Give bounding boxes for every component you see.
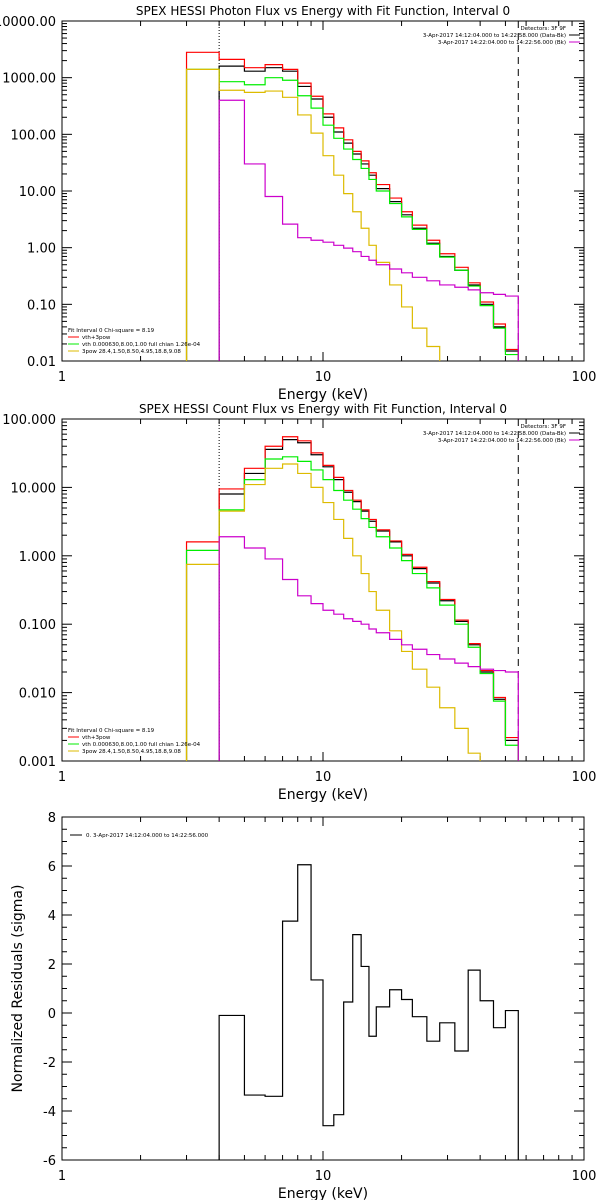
y-tick-label: 2 [48,958,56,973]
y-tick-label: 0.010 [19,687,56,702]
y-tick-label: 10000.00 [0,15,56,30]
x-tick-label: 100 [572,370,597,385]
legend-bottomleft-text: vth+3pow [82,335,111,341]
y-tick-label: 1000.00 [2,72,56,87]
plot-frame [61,20,585,362]
y-tick-label: 4 [48,909,56,924]
x-tick-label: 1 [58,770,66,785]
y-tick-label: 0.001 [19,755,56,770]
y-tick-label: -6 [43,1154,56,1169]
series-line-0 [218,864,519,1160]
x-tick-label: 10 [315,370,332,385]
y-tick-label: 10.00 [19,185,56,200]
series-line-4 [218,536,519,761]
y-tick-label: 0 [48,1007,56,1022]
series-line-1 [185,436,519,761]
x-tick-label: 1 [58,370,66,385]
legend-bottomleft-text: 3pow 28.4,1.50,8.50,4.95,18.8,9.08 [82,749,181,755]
legend-bottomleft-text: vth+3pow [82,735,111,741]
x-axis-label: Energy (keV) [278,1186,368,1200]
legend-topright-text: Detectors: 3F 9F [520,26,566,32]
legend-topright-text: 3-Apr-2017 14:22:04.000 to 14:22:56.000 … [438,40,566,46]
x-tick-label: 10 [315,1169,332,1184]
series-line-2 [185,456,519,761]
x-tick-label: 1 [58,1169,66,1184]
series-line-2 [185,68,519,361]
x-tick-label: 10 [315,770,332,785]
y-tick-label: -4 [43,1105,56,1120]
legend-topright-text: 3-Apr-2017 14:22:04.000 to 14:22:56.000 … [438,438,566,444]
series-line-0 [218,438,519,761]
legend-bottomleft-text: vth 0.000630,8.00,1.00 full chian 1.26e-… [82,742,201,748]
y-tick-label: 0.100 [19,618,56,633]
y-tick-label: 0.10 [27,298,56,313]
y-tick-label: 1.000 [19,550,56,565]
y-axis-label: Normalized Residuals (sigma) [10,885,26,1093]
series-line-3 [185,463,481,761]
y-tick-label: -2 [43,1056,56,1071]
legend-topleft-text: 0. 3-Apr-2017 14:12:04.000 to 14:22:56.0… [86,833,209,839]
y-tick-label: 10.000 [11,481,57,496]
y-tick-label: 100.000 [2,413,56,428]
legend-topright-text: 3-Apr-2017 14:12:04.000 to 14:22:58.000 … [423,431,566,437]
x-tick-label: 100 [572,770,597,785]
legend-bottomleft-text: vth 0.000630,8.00,1.00 full chian 1.26e-… [82,342,201,348]
legend-bottomleft-text: Fit Interval 0 Chi-square = 8.19 [68,728,155,734]
chart-title: SPEX HESSI Count Flux vs Energy with Fit… [139,402,507,416]
chart-title: SPEX HESSI Photon Flux vs Energy with Fi… [136,4,510,18]
y-tick-label: 1.00 [27,242,56,257]
y-tick-label: 6 [48,860,56,875]
series-line-4 [218,99,519,361]
y-tick-label: 0.01 [27,355,56,370]
x-axis-label: Energy (keV) [278,387,368,403]
x-axis-label: Energy (keV) [278,787,368,803]
x-tick-label: 100 [572,1169,597,1184]
legend-topright-text: Detectors: 3F 9F [520,424,566,430]
series-line-3 [185,68,441,361]
legend-bottomleft-text: Fit Interval 0 Chi-square = 8.19 [68,328,155,334]
y-tick-label: 100.00 [11,128,57,143]
legend-topright-text: 3-Apr-2017 14:12:04.000 to 14:22:58.000 … [423,33,566,39]
series-line-0 [218,65,519,361]
legend-bottomleft-text: 3pow 28.4,1.50,8.50,4.95,18.8,9.08 [82,349,181,355]
y-tick-label: 8 [48,811,56,826]
